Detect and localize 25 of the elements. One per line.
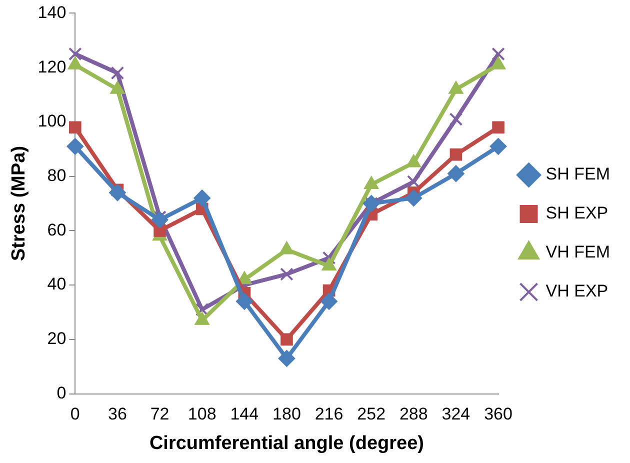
x-tick-label: 216 <box>314 404 344 424</box>
x-tick-label: 252 <box>357 404 386 424</box>
x-axis-title: Circumferential angle (degree) <box>149 432 424 454</box>
y-tick-label: 120 <box>38 57 66 76</box>
legend-label: VH FEM <box>546 242 610 262</box>
y-tick-label: 60 <box>47 220 66 240</box>
x-tick-label: 360 <box>484 404 512 424</box>
y-tick-label: 40 <box>47 274 66 294</box>
y-tick-label: 20 <box>47 329 66 348</box>
y-axis-title: Stress (MPa) <box>8 146 30 262</box>
y-tick-label: 140 <box>38 2 66 22</box>
x-tick-label: 288 <box>399 404 428 424</box>
x-tick-label: 72 <box>150 404 170 424</box>
x-tick-label: 144 <box>230 404 259 424</box>
x-tick-label: 324 <box>442 404 470 424</box>
legend-label: VH EXP <box>546 282 608 301</box>
y-tick-label: 80 <box>47 166 66 185</box>
x-tick-label: 180 <box>272 404 301 424</box>
x-tick-label: 0 <box>70 404 80 424</box>
x-tick-label: 36 <box>108 404 127 424</box>
legend-label: SH FEM <box>546 164 610 184</box>
y-tick-label: 100 <box>38 112 66 131</box>
x-tick-label: 108 <box>188 404 216 424</box>
legend-label: SH EXP <box>546 204 608 223</box>
y-tick-label: 0 <box>56 383 66 402</box>
